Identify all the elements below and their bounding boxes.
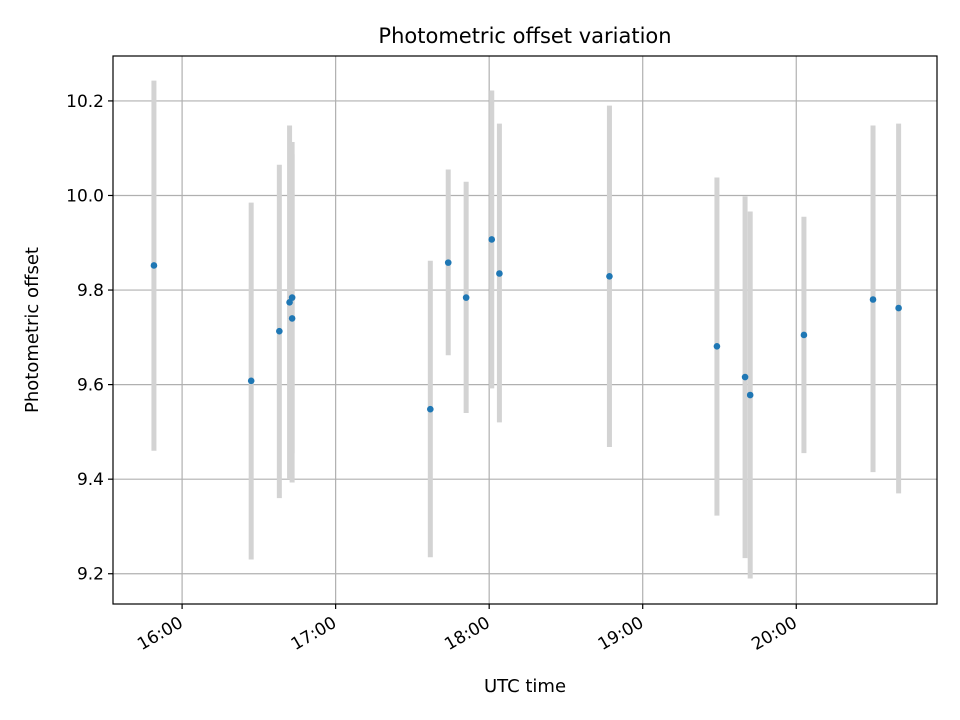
data-point bbox=[741, 373, 749, 381]
data-point bbox=[150, 262, 158, 269]
y-tick-label: 9.6 bbox=[77, 376, 104, 396]
data-point bbox=[444, 259, 452, 266]
y-tick-label: 9.4 bbox=[77, 470, 104, 490]
y-tick-label: 9.2 bbox=[77, 565, 104, 585]
data-point bbox=[462, 294, 470, 301]
data-point bbox=[427, 405, 434, 413]
data-point bbox=[895, 304, 902, 312]
data-point bbox=[288, 315, 296, 322]
chart-title: Photometric offset variation bbox=[378, 24, 671, 48]
data-point bbox=[713, 343, 721, 350]
data-point bbox=[746, 391, 754, 399]
y-tick-label: 10.2 bbox=[66, 92, 104, 112]
data-point bbox=[247, 377, 255, 385]
y-axis-ticks: 9.2 9.4 9.6 9.8 10.0 10.2 bbox=[66, 92, 113, 585]
plot-frame bbox=[112, 55, 938, 605]
data-point bbox=[496, 270, 503, 277]
data-point bbox=[488, 236, 496, 243]
data-point bbox=[288, 294, 296, 301]
data-point bbox=[276, 327, 283, 335]
y-axis-title: Photometric offset bbox=[22, 247, 43, 413]
y-tick-label: 9.8 bbox=[77, 281, 104, 301]
data-points bbox=[150, 236, 902, 413]
y-tick-label: 10.0 bbox=[66, 186, 104, 206]
data-point bbox=[606, 273, 613, 280]
data-point bbox=[869, 296, 877, 303]
data-point bbox=[800, 331, 808, 339]
x-axis-title: UTC time bbox=[484, 676, 566, 697]
